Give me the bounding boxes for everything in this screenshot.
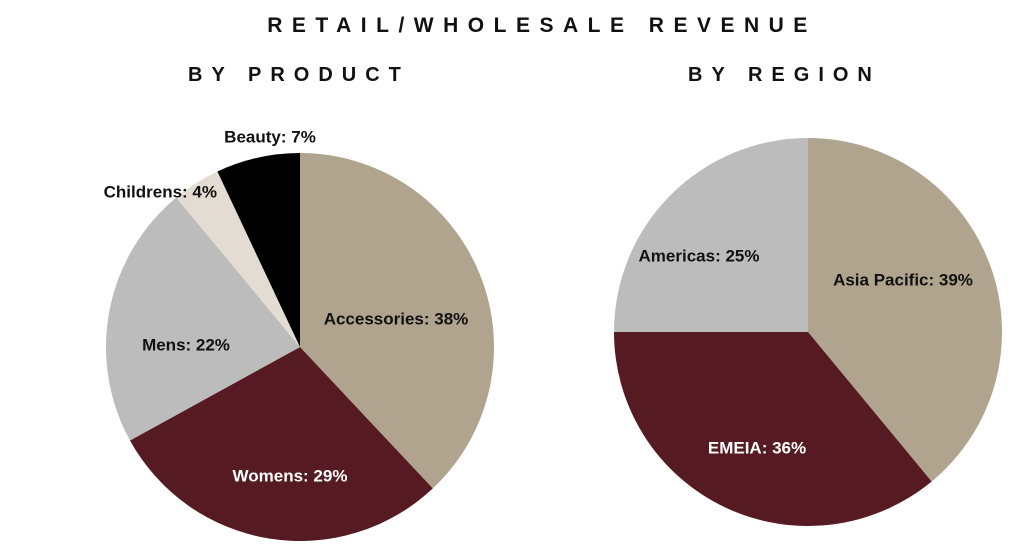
slice-label: Americas: 25% — [639, 246, 760, 265]
pie-slice — [106, 197, 300, 441]
pie-slice — [217, 152, 300, 347]
slice-label: EMEIA: 36% — [708, 438, 806, 457]
pie-slice — [614, 138, 808, 332]
product-chart-title: BY PRODUCT — [188, 64, 410, 86]
pie-slice — [176, 171, 300, 347]
product-pie: Accessories: 38% Womens: 29% Mens: 22% Chil… — [104, 127, 494, 541]
region-chart-title: BY REGION — [688, 64, 881, 86]
slice-label: Beauty: 7% — [224, 127, 316, 146]
pie-slice — [130, 347, 433, 541]
pie-slice — [300, 153, 494, 489]
pie-slice — [614, 332, 932, 527]
slice-label: Womens: 29% — [233, 466, 348, 485]
slice-label: Mens: 22% — [142, 335, 230, 354]
slice-label: Accessories: 38% — [324, 309, 469, 328]
slice-label: Childrens: 4% — [104, 182, 217, 201]
region-pie: Asia Pacific: 39% EMEIA: 36% Americas: 25% — [614, 138, 1003, 527]
chart-main-title: RETAIL/WHOLESALE REVENUE — [267, 14, 817, 37]
pie-slice — [808, 138, 1003, 482]
slice-label: Asia Pacific: 39% — [833, 270, 973, 289]
